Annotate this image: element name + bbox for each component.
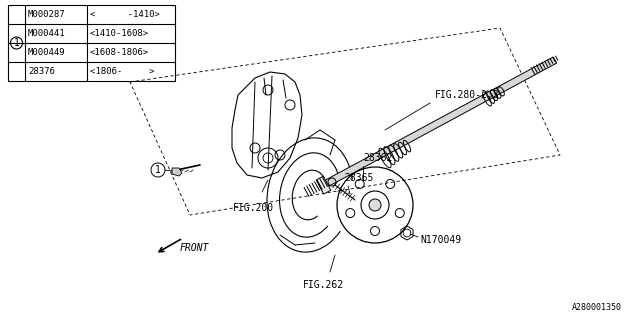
Text: 1: 1	[155, 165, 161, 175]
Text: A280001350: A280001350	[572, 303, 622, 312]
Text: FRONT: FRONT	[180, 243, 209, 253]
Text: N170049: N170049	[420, 235, 461, 245]
Text: M000449: M000449	[28, 48, 66, 57]
Text: M000441: M000441	[28, 29, 66, 38]
Text: <1410-1608>: <1410-1608>	[90, 29, 149, 38]
Circle shape	[369, 199, 381, 211]
Polygon shape	[316, 176, 331, 194]
Text: 28365: 28365	[344, 173, 373, 183]
Text: FIG.200: FIG.200	[232, 203, 273, 213]
Text: 28362: 28362	[363, 153, 392, 163]
Text: 1: 1	[13, 38, 19, 48]
Text: 28376: 28376	[28, 67, 55, 76]
Text: <      -1410>: < -1410>	[90, 10, 160, 19]
Text: <1608-1806>: <1608-1806>	[90, 48, 149, 57]
Text: M000287: M000287	[28, 10, 66, 19]
Text: FIG.262: FIG.262	[303, 280, 344, 290]
Polygon shape	[318, 57, 557, 190]
Text: <1806-     >: <1806- >	[90, 67, 154, 76]
Bar	[8, 5, 175, 81]
Polygon shape	[172, 168, 182, 176]
Text: FIG.280-2,3: FIG.280-2,3	[435, 90, 500, 100]
